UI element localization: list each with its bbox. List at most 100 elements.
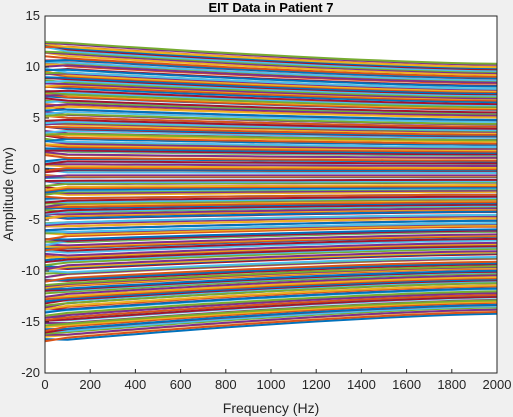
series-line [45, 151, 497, 159]
series-line [45, 93, 497, 111]
series-line [45, 299, 497, 327]
series-line [45, 204, 497, 215]
series-line [45, 284, 497, 311]
x-tick-label: 1400 [347, 377, 376, 392]
series-line [45, 140, 497, 150]
series-line [45, 207, 497, 216]
series-line [45, 105, 497, 119]
series-line [45, 79, 497, 98]
series-line [45, 99, 497, 115]
series-line [45, 58, 497, 80]
series-line [45, 190, 497, 196]
series-line [45, 85, 497, 104]
series-line [45, 197, 497, 204]
series-line [45, 210, 497, 220]
series-line [45, 311, 497, 343]
series-line [45, 132, 497, 143]
series-line [45, 201, 497, 209]
series-line [45, 185, 497, 192]
series-line [45, 82, 497, 100]
chart-title: EIT Data in Patient 7 [209, 0, 334, 15]
series-line [45, 46, 497, 72]
series-line [45, 76, 497, 95]
x-tick-label: 1000 [257, 377, 286, 392]
series-line [45, 193, 497, 200]
series-line [45, 184, 497, 191]
series-line [45, 50, 497, 73]
series-line [45, 308, 497, 336]
series-line [45, 215, 497, 227]
series-line [45, 306, 497, 335]
y-axis-label: Amplitude (mv) [0, 147, 16, 241]
y-tick-label: 0 [33, 161, 40, 176]
series-line [45, 163, 497, 167]
x-tick-label: 0 [41, 377, 48, 392]
series-line [45, 295, 497, 322]
series-line [45, 110, 497, 123]
x-tick-label: 600 [170, 377, 192, 392]
series-line [45, 114, 497, 128]
x-axis-label: Frequency (Hz) [223, 400, 319, 416]
series-line [45, 253, 497, 271]
series-line [45, 228, 497, 241]
series-line [45, 265, 497, 287]
series-line [45, 247, 497, 267]
series-line [45, 51, 497, 75]
y-tick-label: -20 [21, 365, 40, 380]
series-line [45, 219, 497, 232]
series-line [45, 256, 497, 274]
series-line [45, 61, 497, 82]
series-line [45, 160, 497, 166]
x-tick-label: 1600 [392, 377, 421, 392]
y-tick-label: -10 [21, 263, 40, 278]
series-line [45, 199, 497, 208]
series-line [45, 203, 497, 214]
series-line [45, 43, 497, 69]
series-line [45, 133, 497, 145]
series-line [45, 129, 497, 139]
series-line [45, 125, 497, 137]
series-line [45, 144, 497, 153]
series-line [45, 294, 497, 321]
x-tick-label: 1800 [437, 377, 466, 392]
series-line [45, 222, 497, 234]
series-line [45, 41, 497, 65]
series-line [45, 85, 497, 102]
series-line [45, 143, 497, 152]
series-line [45, 241, 497, 257]
series-line [45, 282, 497, 307]
series-line [45, 64, 497, 84]
series-line [45, 290, 497, 317]
series-line [45, 147, 497, 154]
series-line [45, 125, 497, 136]
series-line [45, 277, 497, 301]
series-line [45, 305, 497, 333]
series-line [45, 202, 497, 210]
series-line [45, 174, 497, 179]
series-line [45, 245, 497, 264]
series-line [45, 229, 497, 243]
series-line [45, 300, 497, 329]
y-tick-label: -15 [21, 314, 40, 329]
series-line [45, 122, 497, 134]
series-line [45, 137, 497, 146]
series-line [45, 287, 497, 314]
series-line [45, 70, 497, 93]
x-tick-label: 800 [215, 377, 237, 392]
y-tick-label: 10 [26, 59, 40, 74]
series-line [45, 154, 497, 162]
axis-ticks: 0 200 400 600 800 1000 1200 1400 1600 1800 2000 15 1… [21, 8, 511, 392]
series-line [45, 195, 497, 204]
y-tick-label: 5 [33, 110, 40, 125]
series-line [45, 168, 497, 174]
series-line [45, 120, 497, 132]
series-line [45, 189, 497, 195]
series-lines [45, 41, 497, 343]
series-line [45, 166, 497, 172]
series-line [45, 272, 497, 295]
series-line [45, 260, 497, 283]
series-line [45, 89, 497, 106]
series-line [45, 312, 497, 341]
series-line [45, 235, 497, 252]
series-line [45, 278, 497, 303]
